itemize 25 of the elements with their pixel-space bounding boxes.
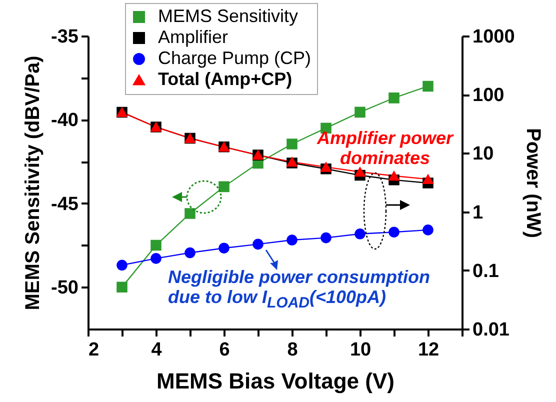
x-tick-label: 2	[88, 340, 100, 360]
y-tick-label: -45	[51, 194, 79, 215]
x-tick-label: 4	[151, 340, 162, 360]
y2-axis-title: Power (nW)	[522, 128, 544, 238]
y-tick-label: -50	[51, 278, 78, 299]
x-axis-title: MEMS Bias Voltage (V)	[156, 368, 394, 394]
y2-tick-label: 0.1	[472, 260, 500, 282]
y-tick-label: -40	[51, 110, 78, 132]
legend-label: MEMS Sensitivity	[158, 6, 298, 26]
x-tick-label: 12	[418, 340, 440, 360]
x-tick-label: 10	[350, 340, 372, 360]
y-axis-title: MEMS Sensitivity (dBV/Pa)	[22, 56, 44, 310]
y-tick-label: -35	[51, 26, 79, 48]
y2-tick-label: 100	[472, 85, 504, 106]
legend-label: Amplifier	[158, 27, 228, 47]
x-tick-label: 6	[219, 340, 230, 360]
annotation: Negligible power consumption due to low I$_{LOAD}$(<100pA)	[168, 267, 432, 314]
annotation: Amplifier power dominates	[316, 128, 455, 168]
y2-tick-label: 1000	[472, 26, 515, 48]
x-tick-label: 8	[287, 340, 298, 360]
y2-tick-label: 10	[472, 144, 494, 165]
legend-label: Charge Pump (CP)	[158, 48, 312, 68]
y2-tick-label: 1	[472, 202, 484, 224]
y2-tick-label: 0.01	[472, 320, 510, 340]
legend-label: Total (Amp+CP)	[158, 69, 292, 89]
